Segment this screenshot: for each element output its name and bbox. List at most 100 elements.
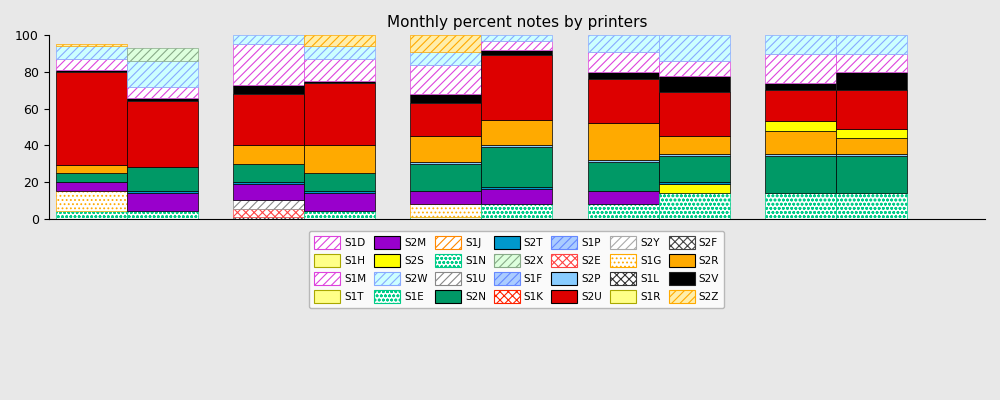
Bar	[836, 138, 907, 154]
Bar	[56, 72, 127, 166]
Bar	[659, 76, 730, 92]
Bar	[765, 154, 836, 156]
Bar	[127, 98, 198, 101]
Bar	[836, 156, 907, 193]
Bar	[56, 70, 127, 72]
Bar	[304, 81, 375, 83]
Bar	[56, 59, 127, 70]
Bar	[56, 191, 127, 211]
Bar	[410, 204, 481, 217]
Bar	[659, 136, 730, 154]
Bar	[233, 200, 304, 210]
Bar	[56, 211, 127, 218]
Title: Monthly percent notes by printers: Monthly percent notes by printers	[387, 15, 647, 30]
Bar	[588, 191, 659, 204]
Bar	[410, 103, 481, 136]
Bar	[836, 54, 907, 72]
Bar	[588, 79, 659, 123]
Bar	[765, 122, 836, 131]
Bar	[304, 46, 375, 59]
Bar	[765, 193, 836, 218]
Bar	[56, 166, 127, 173]
Bar	[304, 35, 375, 46]
Bar	[410, 191, 481, 204]
Bar	[410, 164, 481, 191]
Bar	[836, 193, 907, 218]
Bar	[410, 136, 481, 162]
Bar	[233, 182, 304, 184]
Bar	[233, 94, 304, 145]
Bar	[765, 131, 836, 154]
Bar	[481, 145, 552, 147]
Bar	[304, 173, 375, 191]
Bar	[659, 92, 730, 136]
Bar	[836, 90, 907, 129]
Bar	[659, 193, 730, 218]
Bar	[481, 147, 552, 188]
Bar	[659, 61, 730, 76]
Bar	[588, 35, 659, 52]
Bar	[304, 193, 375, 211]
Bar	[56, 173, 127, 182]
Bar	[304, 83, 375, 145]
Bar	[127, 87, 198, 98]
Bar	[233, 35, 304, 44]
Bar	[659, 154, 730, 156]
Bar	[588, 160, 659, 162]
Bar	[765, 83, 836, 90]
Bar	[127, 193, 198, 211]
Bar	[481, 50, 552, 56]
Bar	[836, 72, 907, 90]
Bar	[56, 44, 127, 46]
Bar	[410, 65, 481, 94]
Bar	[836, 154, 907, 156]
Bar	[659, 35, 730, 61]
Bar	[765, 90, 836, 122]
Bar	[127, 48, 198, 61]
Bar	[481, 56, 552, 120]
Bar	[836, 129, 907, 138]
Bar	[410, 94, 481, 103]
Bar	[588, 162, 659, 191]
Bar	[127, 167, 198, 191]
Bar	[56, 46, 127, 59]
Bar	[588, 123, 659, 160]
Bar	[304, 191, 375, 193]
Bar	[481, 204, 552, 218]
Bar	[410, 162, 481, 164]
Bar	[481, 120, 552, 145]
Bar	[233, 85, 304, 94]
Bar	[659, 156, 730, 182]
Bar	[56, 182, 127, 191]
Bar	[127, 61, 198, 87]
Bar	[588, 72, 659, 79]
Bar	[836, 35, 907, 54]
Bar	[233, 217, 304, 218]
Bar	[410, 52, 481, 65]
Bar	[481, 35, 552, 41]
Bar	[233, 184, 304, 200]
Bar	[481, 188, 552, 189]
Bar	[659, 182, 730, 184]
Bar	[233, 44, 304, 85]
Bar	[765, 156, 836, 193]
Bar	[481, 189, 552, 204]
Bar	[410, 217, 481, 218]
Bar	[410, 35, 481, 52]
Legend: S1D, S1H, S1M, S1T, S2M, S2S, S2W, S1E, S1J, S1N, S1U, S2N, S2T, S2X, S1F, S1K, : S1D, S1H, S1M, S1T, S2M, S2S, S2W, S1E, …	[309, 231, 724, 308]
Bar	[588, 204, 659, 218]
Bar	[659, 184, 730, 193]
Bar	[765, 35, 836, 54]
Bar	[127, 191, 198, 193]
Bar	[304, 145, 375, 173]
Bar	[588, 52, 659, 72]
Bar	[304, 59, 375, 81]
Bar	[127, 101, 198, 167]
Bar	[233, 145, 304, 164]
Bar	[304, 211, 375, 218]
Bar	[481, 41, 552, 50]
Bar	[127, 211, 198, 218]
Bar	[765, 54, 836, 83]
Bar	[233, 164, 304, 182]
Bar	[233, 210, 304, 217]
